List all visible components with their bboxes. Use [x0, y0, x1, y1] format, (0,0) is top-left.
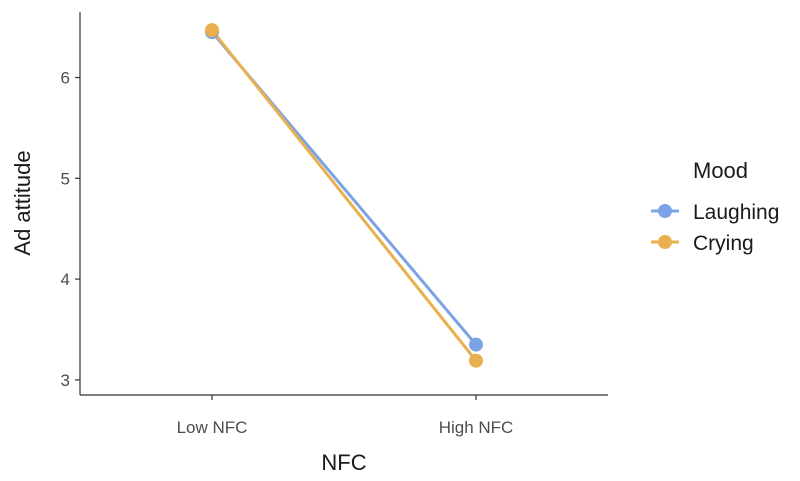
- legend-label-crying: Crying: [693, 232, 754, 255]
- legend-label-laughing: Laughing: [693, 201, 779, 224]
- x-tick-label: Low NFC: [177, 418, 248, 437]
- y-tick-label: 5: [61, 169, 70, 188]
- axes: 3 4 5 6 Low NFC High NFC: [61, 12, 608, 437]
- y-tick-label: 4: [61, 270, 70, 289]
- legend-title: Mood: [693, 158, 748, 183]
- y-tick-label: 6: [61, 69, 70, 88]
- plot-area: [210, 29, 478, 362]
- legend-marker-laughing: [658, 204, 672, 218]
- legend: Mood Laughing Crying: [651, 158, 779, 255]
- x-tick-label: High NFC: [439, 418, 514, 437]
- data-point-laughing: [469, 337, 483, 352]
- y-tick-label: 3: [61, 371, 70, 390]
- legend-marker-crying: [658, 235, 672, 249]
- y-axis-title: Ad attitude: [10, 150, 35, 255]
- data-point-crying: [205, 23, 219, 38]
- data-points: [205, 23, 483, 368]
- legend-items: Laughing Crying: [651, 201, 779, 255]
- series-line-crying: [210, 29, 478, 362]
- data-point-crying: [469, 353, 483, 368]
- x-axis-title: NFC: [321, 450, 366, 475]
